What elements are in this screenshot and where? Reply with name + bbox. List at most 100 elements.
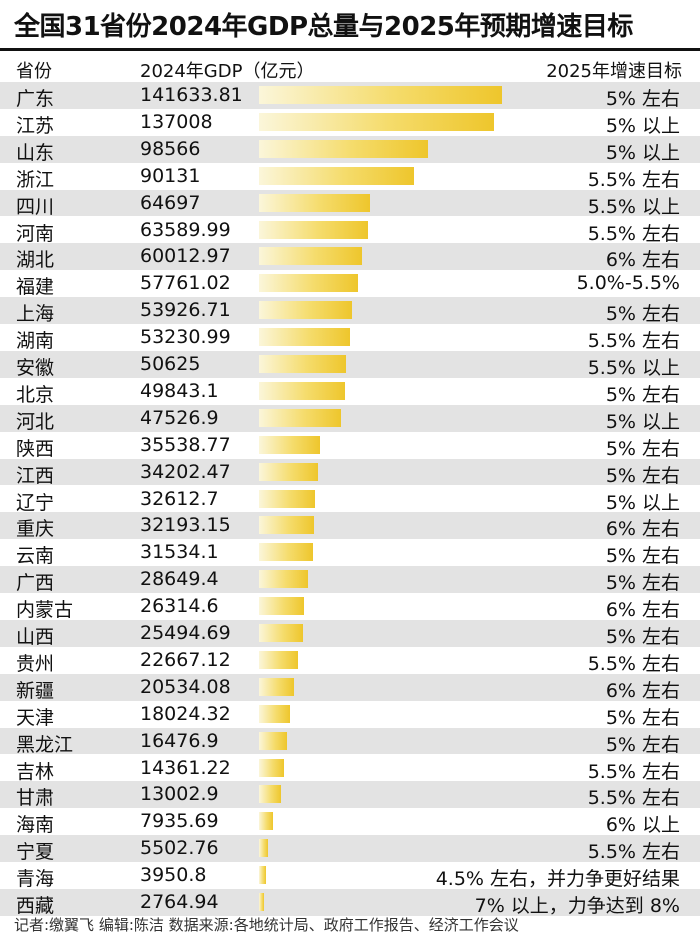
table-row: 西藏 2764.94 7% 以上，力争达到 8% (0, 889, 700, 917)
source-footer: 记者:缴翼飞 编辑:陈洁 数据来源:各地统计局、政府工作报告、经济工作会议 (14, 916, 519, 934)
table-row: 甘肃 13002.9 5.5% 左右 (0, 781, 700, 810)
gdp-value: 35538.77 (140, 433, 231, 456)
gdp-bar (259, 462, 318, 481)
province-label: 安徽 (16, 357, 55, 379)
gdp-value: 53230.99 (140, 326, 231, 349)
table-row: 内蒙古 26314.6 6% 左右 (0, 593, 700, 622)
gdp-bar (259, 112, 495, 131)
gdp-value: 32193.15 (140, 514, 231, 537)
province-label: 上海 (16, 303, 55, 326)
province-label: 湖北 (16, 249, 55, 272)
table-row: 吉林 14361.22 5.5% 左右 (0, 755, 700, 783)
gdp-value: 26314.6 (140, 595, 219, 618)
gdp-bar (259, 570, 309, 589)
growth-target: 5.5% 左右 (587, 841, 680, 864)
growth-target: 5% 以上 (605, 141, 680, 164)
province-label: 云南 (16, 545, 55, 568)
table-row: 黑龙江 16476.9 5% 左右 (0, 727, 700, 756)
table-row: 湖南 53230.99 5.5% 左右 (0, 324, 700, 353)
gdp-bar (259, 193, 370, 212)
gdp-bar (259, 543, 314, 562)
table-row: 山东 98566 5% 以上 (0, 135, 700, 164)
gdp-bar (259, 516, 315, 535)
province-label: 河北 (16, 410, 55, 433)
province-label: 河南 (16, 222, 55, 245)
table-row: 青海 3950.8 4.5% 左右，并力争更好结果 (0, 862, 700, 891)
growth-target: 5% 左右 (605, 572, 680, 595)
gdp-value: 137008 (140, 110, 213, 133)
province-label: 宁夏 (16, 841, 55, 864)
gdp-bar (259, 86, 502, 104)
growth-target: 6% 以上 (605, 814, 680, 837)
table-row: 云南 31534.1 5% 左右 (0, 539, 700, 568)
table-row: 河北 47526.9 5% 以上 (0, 404, 700, 433)
table-row: 宁夏 5502.76 5.5% 左右 (0, 835, 700, 864)
gdp-value: 63589.99 (140, 218, 231, 241)
province-label: 湖南 (16, 330, 55, 353)
gdp-value: 18024.32 (140, 702, 231, 725)
province-label: 贵州 (16, 652, 55, 675)
gdp-value: 53926.71 (140, 299, 231, 322)
gdp-bar (259, 677, 295, 696)
province-label: 黑龙江 (16, 733, 74, 756)
table-row: 河南 63589.99 5.5% 左右 (0, 217, 700, 245)
growth-target: 6% 左右 (605, 518, 680, 541)
table-row: 上海 53926.71 5% 左右 (0, 297, 700, 326)
gdp-value: 3950.8 (140, 864, 207, 887)
gdp-bar (259, 650, 298, 669)
growth-target: 6% 左右 (605, 599, 680, 622)
growth-target: 5.5% 以上 (587, 357, 680, 379)
gdp-value: 20534.08 (140, 675, 231, 698)
gdp-bar (259, 328, 351, 347)
growth-target: 5.5% 左右 (587, 222, 680, 245)
province-label: 山东 (16, 141, 55, 164)
table-row: 新疆 20534.08 6% 左右 (0, 673, 700, 702)
gdp-bar (259, 301, 352, 320)
gdp-value: 64697 (140, 191, 201, 214)
gdp-value: 34202.47 (140, 460, 231, 483)
header-target: 2025年增速目标 (546, 61, 682, 82)
gdp-value: 25494.69 (140, 622, 231, 644)
gdp-bar (259, 435, 320, 454)
gdp-bar (259, 839, 269, 858)
growth-target: 5% 左右 (605, 464, 680, 487)
growth-target: 5.5% 左右 (587, 330, 680, 353)
province-label: 山西 (16, 626, 55, 648)
gdp-bar (259, 139, 429, 158)
growth-target: 5.5% 左右 (587, 652, 680, 675)
table-row: 山西 25494.69 5% 左右 (0, 620, 700, 648)
growth-target: 5.5% 左右 (587, 760, 680, 783)
growth-target: 5% 左右 (605, 706, 680, 729)
gdp-value: 50625 (140, 353, 201, 375)
province-label: 江西 (16, 464, 55, 487)
province-label: 内蒙古 (16, 599, 74, 622)
table-row: 天津 18024.32 5% 左右 (0, 701, 700, 729)
province-label: 甘肃 (16, 787, 55, 810)
gdp-value: 31534.1 (140, 541, 219, 564)
table-row: 辽宁 32612.7 5% 以上 (0, 486, 700, 514)
province-label: 广东 (16, 88, 55, 110)
table-row: 江苏 137008 5% 以上 (0, 109, 700, 137)
gdp-value: 47526.9 (140, 406, 219, 429)
gdp-value: 2764.94 (140, 891, 219, 913)
gdp-bar (259, 408, 341, 427)
gdp-value: 32612.7 (140, 487, 219, 510)
gdp-bar (259, 274, 359, 293)
gdp-bar (259, 758, 284, 777)
gdp-bar (259, 489, 315, 508)
gdp-bar (259, 785, 282, 804)
province-label: 天津 (16, 706, 55, 729)
gdp-bar (259, 812, 273, 831)
gdp-value: 98566 (140, 137, 201, 160)
gdp-value: 14361.22 (140, 756, 231, 779)
gdp-bar (259, 597, 305, 616)
growth-target: 4.5% 左右，并力争更好结果 (435, 868, 680, 891)
table-row: 四川 64697 5.5% 以上 (0, 189, 700, 218)
province-label: 陕西 (16, 437, 55, 460)
growth-target: 5% 以上 (605, 491, 680, 514)
gdp-value: 16476.9 (140, 729, 219, 752)
growth-target: 5.0%-5.5% (576, 272, 680, 295)
province-label: 辽宁 (16, 491, 55, 514)
growth-target: 5% 以上 (605, 410, 680, 433)
province-label: 北京 (16, 383, 55, 406)
